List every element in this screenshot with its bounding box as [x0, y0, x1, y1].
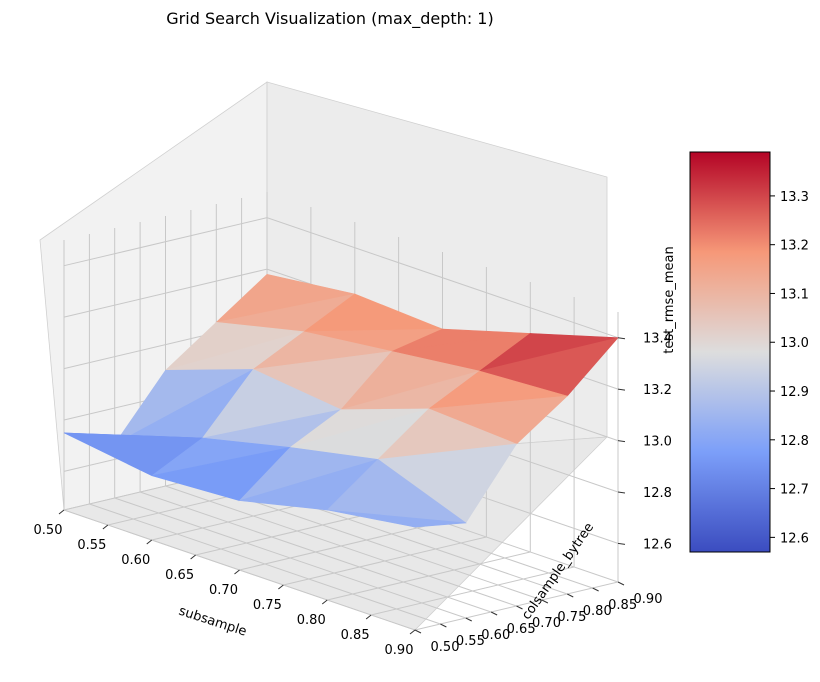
- colorbar-tick-label: 13.3: [780, 190, 809, 205]
- x-tick-label: 0.80: [297, 613, 326, 628]
- z-tick-label: 12.8: [643, 486, 672, 501]
- colorbar-tick-label: 12.6: [780, 531, 809, 546]
- y-tick-label: 0.85: [608, 598, 637, 613]
- colorbar-tick-label: 12.8: [780, 434, 809, 449]
- y-tick: [516, 605, 523, 610]
- z-tick: [617, 388, 626, 391]
- x-tick-label: 0.50: [34, 523, 63, 538]
- grid-line-y: [114, 228, 466, 619]
- y-tick-label: 0.60: [481, 628, 510, 643]
- grid-line-z: [63, 217, 619, 339]
- y-tick: [541, 599, 549, 604]
- colorbar-tick-label: 13.1: [780, 287, 809, 302]
- colorbar-gradient: [689, 151, 771, 553]
- x-tick-label: 0.55: [77, 538, 106, 553]
- colorbar-tick-label: 12.7: [780, 483, 809, 498]
- x-tick: [234, 569, 240, 575]
- x-tick: [58, 509, 65, 515]
- x-tick: [409, 629, 416, 635]
- z-axis-label: test_rmse_mean: [662, 246, 677, 353]
- y-tick: [490, 611, 498, 616]
- x-tick-label: 0.60: [121, 553, 150, 568]
- x-axis-label: subsample: [177, 604, 249, 640]
- x-tick-label: 0.75: [253, 598, 282, 613]
- chart-title: Grid Search Visualization (max_depth: 1): [166, 9, 493, 29]
- y-tick-label: 0.65: [507, 622, 536, 637]
- colorbar-tick-label: 12.9: [780, 385, 809, 400]
- x-tick-label: 0.85: [341, 628, 370, 643]
- z-tick-label: 13.0: [643, 435, 672, 450]
- x-tick-label: 0.70: [209, 583, 238, 598]
- x-tick-label: 0.65: [165, 568, 194, 583]
- z-tick: [617, 337, 626, 340]
- z-tick-label: 13.2: [643, 383, 672, 398]
- z-tick: [617, 491, 626, 494]
- y-tick: [440, 623, 447, 628]
- x-tick-label: 0.90: [385, 643, 414, 658]
- y-tick: [465, 617, 472, 622]
- surface-facet: [327, 509, 466, 528]
- axis-ticks: 0.500.550.600.650.700.750.800.850.90 0.50…: [34, 332, 672, 658]
- x-tick: [146, 539, 153, 545]
- z-tick-label: 12.6: [643, 537, 672, 552]
- y-tick-label: 0.90: [634, 592, 663, 607]
- y-tick: [592, 587, 599, 592]
- y-tick: [414, 629, 422, 634]
- colorbar: 12.6 12.7 12.8 12.9 13.0 13.1 13.2 13.3: [689, 151, 809, 553]
- y-tick: [567, 593, 574, 598]
- colorbar-tick-label: 13.2: [780, 239, 809, 254]
- z-tick: [617, 440, 626, 443]
- x-tick: [321, 599, 328, 605]
- y-tick-label: 0.55: [456, 634, 485, 649]
- y-tick-label: 0.70: [532, 616, 561, 631]
- y-tick-label: 0.80: [583, 604, 612, 619]
- y-tick: [617, 581, 625, 586]
- z-tick-label: 13.4: [643, 332, 672, 347]
- grid-line-y: [88, 234, 441, 625]
- y-tick-label: 0.50: [431, 640, 460, 655]
- x-tick: [190, 554, 196, 560]
- grid-line-y: [165, 216, 517, 607]
- x-tick: [102, 524, 109, 530]
- grid-line-y: [139, 222, 492, 613]
- x-tick: [278, 584, 284, 590]
- colorbar-tick-label: 13.0: [780, 336, 809, 351]
- z-tick: [617, 542, 626, 545]
- x-tick: [365, 614, 372, 620]
- y-tick-label: 0.75: [557, 610, 586, 625]
- surface-plot: [63, 273, 619, 528]
